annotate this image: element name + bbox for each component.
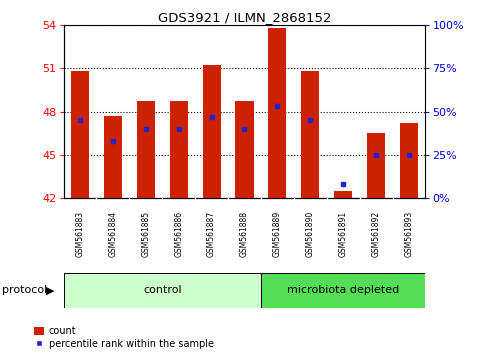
- Text: control: control: [142, 285, 181, 295]
- Bar: [169, 101, 187, 198]
- Bar: [366, 133, 385, 198]
- Bar: [235, 101, 253, 198]
- Text: GSM561889: GSM561889: [272, 211, 281, 257]
- Bar: [301, 71, 319, 198]
- Text: ▶: ▶: [46, 285, 55, 295]
- Text: microbiota depleted: microbiota depleted: [286, 285, 399, 295]
- Legend: count, percentile rank within the sample: count, percentile rank within the sample: [34, 326, 213, 349]
- Bar: [63, 273, 261, 308]
- Text: GSM561890: GSM561890: [305, 211, 314, 257]
- Text: GSM561887: GSM561887: [207, 211, 216, 257]
- Text: GSM561884: GSM561884: [108, 211, 117, 257]
- Bar: [261, 273, 425, 308]
- Text: GSM561886: GSM561886: [174, 211, 183, 257]
- Bar: [399, 123, 417, 198]
- Text: GSM561892: GSM561892: [371, 211, 380, 257]
- Bar: [202, 65, 220, 198]
- Bar: [137, 101, 155, 198]
- Bar: [333, 191, 351, 198]
- Text: GSM561883: GSM561883: [75, 211, 84, 257]
- Text: GSM561885: GSM561885: [141, 211, 150, 257]
- Bar: [103, 116, 122, 198]
- Text: GSM561888: GSM561888: [240, 211, 248, 257]
- Text: GSM561891: GSM561891: [338, 211, 347, 257]
- Bar: [71, 71, 89, 198]
- Bar: [268, 28, 286, 198]
- Text: GSM561893: GSM561893: [404, 211, 413, 257]
- Title: GDS3921 / ILMN_2868152: GDS3921 / ILMN_2868152: [158, 11, 330, 24]
- Text: protocol: protocol: [2, 285, 48, 295]
